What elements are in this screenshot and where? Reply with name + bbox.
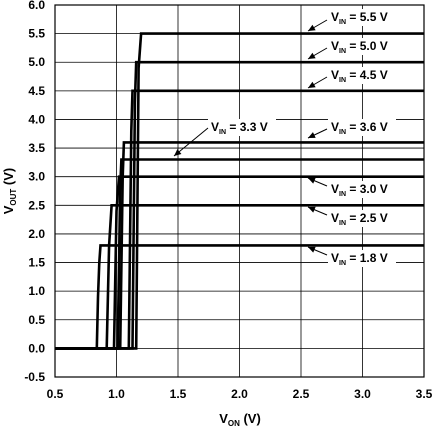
series-label-text: VIN = 5.0 V <box>331 39 388 55</box>
y-tick-label: 2.5 <box>28 198 45 212</box>
series-line-vin-5-5 <box>55 32 424 350</box>
series-label-vin-3-6: VIN = 3.6 V <box>307 119 396 139</box>
label-leader-line <box>173 127 209 157</box>
series-label-vin-2-5: VIN = 2.5 V <box>307 206 396 227</box>
series-label-text: VIN = 3.3 V <box>211 120 268 136</box>
arrowhead-icon <box>308 206 316 213</box>
label-background <box>328 181 396 198</box>
label-background <box>328 67 396 84</box>
y-tick-label: 5.0 <box>28 55 45 69</box>
series-label-vin-1-8: VIN = 1.8 V <box>307 246 396 267</box>
plot-frame <box>54 4 425 378</box>
y-tick-label: 3.5 <box>28 141 45 155</box>
series-label-text: VIN = 1.8 V <box>331 251 388 267</box>
x-tick-labels: 0.5 1.0 1.5 2.0 2.5 3.0 3.5 <box>47 387 433 401</box>
y-tick-label: 0.0 <box>28 341 45 355</box>
x-tick-label: 1.0 <box>108 387 125 401</box>
x-axis-label: VON (V) <box>219 411 261 428</box>
arrowhead-icon <box>308 132 316 138</box>
y-tick-label: 4.5 <box>28 84 45 98</box>
arrowhead-icon <box>308 177 316 184</box>
label-background <box>328 38 396 55</box>
arrowhead-icon <box>308 81 316 88</box>
x-tick-label: 2.0 <box>231 387 248 401</box>
y-tick-label: 3.0 <box>28 170 45 184</box>
x-tick-label: 3.0 <box>354 387 371 401</box>
series-label-text: VIN = 5.5 V <box>331 10 388 26</box>
series-label-vin-3-0: VIN = 3.0 V <box>307 177 396 198</box>
series-label-vin-5-0: VIN = 5.0 V <box>307 38 396 60</box>
series-label-text: VIN = 3.0 V <box>331 182 388 198</box>
series-label-text: VIN = 4.5 V <box>331 68 388 84</box>
y-tick-label: 5.5 <box>28 27 45 41</box>
arrowhead-icon <box>308 24 316 31</box>
label-background <box>328 250 396 267</box>
y-tick-label: 1.5 <box>28 256 45 270</box>
x-tick-label: 3.5 <box>416 387 433 401</box>
arrowhead-icon <box>308 246 316 253</box>
x-tick-label: 1.5 <box>170 387 187 401</box>
annotations-layer: VIN = 1.8 V VIN = 2.5 V VIN = 3.0 V VIN = 3… <box>173 9 396 267</box>
series-label-text: VIN = 2.5 V <box>331 211 388 227</box>
label-background <box>328 9 396 26</box>
y-axis-label: VOUT (V) <box>1 168 18 215</box>
series-label-text: VIN = 3.6 V <box>331 120 388 136</box>
label-background <box>328 119 396 136</box>
y-tick-label: 2.0 <box>28 227 45 241</box>
y-tick-labels: -0.5 0.0 0.5 1.0 1.5 2.0 2.5 3.0 3.5 4.0 4.5 5.0 5.5… <box>24 0 45 384</box>
x-tick-label: 0.5 <box>47 387 64 401</box>
label-background <box>208 119 276 136</box>
series-label-vin-4-5: VIN = 4.5 V <box>307 67 396 89</box>
y-tick-label: 6.0 <box>28 0 45 12</box>
x-tick-label: 2.5 <box>293 387 310 401</box>
label-background <box>328 210 396 227</box>
series-label-vin-3-3: VIN = 3.3 V <box>173 119 276 157</box>
y-tick-label: 1.0 <box>28 284 45 298</box>
y-tick-label: -0.5 <box>24 370 45 384</box>
arrowhead-icon <box>308 52 316 59</box>
y-tick-label: 4.0 <box>28 112 45 126</box>
arrowhead-icon <box>174 149 182 156</box>
y-tick-label: 0.5 <box>28 313 45 327</box>
series-label-vin-5-5: VIN = 5.5 V <box>307 9 396 32</box>
series-layer <box>55 32 424 350</box>
